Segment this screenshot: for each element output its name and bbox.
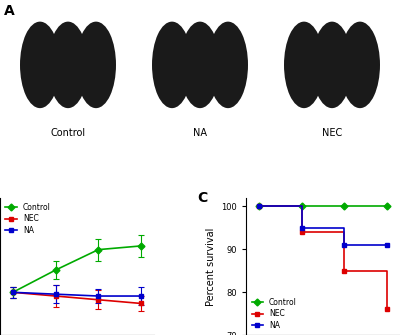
Ellipse shape xyxy=(208,22,248,108)
Text: A: A xyxy=(4,4,15,18)
Text: C: C xyxy=(197,191,207,205)
Legend: Control, NEC, NA: Control, NEC, NA xyxy=(4,201,52,236)
Text: NEC: NEC xyxy=(322,128,342,138)
Ellipse shape xyxy=(340,22,380,108)
Ellipse shape xyxy=(76,22,116,108)
Ellipse shape xyxy=(284,22,324,108)
Ellipse shape xyxy=(20,22,60,108)
Text: NA: NA xyxy=(193,128,207,138)
Ellipse shape xyxy=(312,22,352,108)
Ellipse shape xyxy=(152,22,192,108)
Text: Control: Control xyxy=(50,128,86,138)
Legend: Control, NEC, NA: Control, NEC, NA xyxy=(250,296,298,331)
Ellipse shape xyxy=(48,22,88,108)
Y-axis label: Percent survival: Percent survival xyxy=(206,227,216,306)
Ellipse shape xyxy=(180,22,220,108)
